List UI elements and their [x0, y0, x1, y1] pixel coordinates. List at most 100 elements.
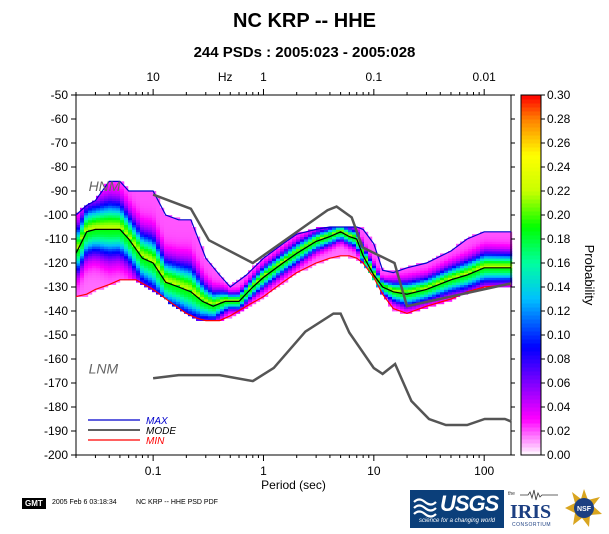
density-cell	[92, 224, 97, 228]
density-cell	[196, 267, 201, 271]
density-cell	[96, 267, 101, 271]
density-cell	[204, 296, 209, 300]
density-cell	[484, 263, 489, 266]
density-cell	[84, 287, 89, 290]
colorbar-tick-label: 0.02	[547, 424, 571, 438]
density-cell	[280, 282, 285, 285]
density-cell	[112, 243, 117, 247]
density-cell	[144, 277, 149, 281]
density-cell	[160, 215, 165, 218]
density-cell	[92, 260, 97, 264]
density-cell	[488, 260, 493, 264]
density-cell	[488, 272, 493, 276]
density-cell	[120, 217, 125, 221]
density-cell	[188, 255, 193, 259]
density-cell	[492, 231, 497, 235]
density-cell	[452, 255, 457, 259]
density-cell	[188, 241, 193, 245]
density-cell	[84, 229, 89, 233]
density-cell	[136, 212, 141, 216]
density-cell	[368, 239, 373, 242]
density-cell	[148, 270, 153, 273]
density-cell	[144, 234, 149, 237]
density-cell	[160, 265, 165, 269]
density-cell	[172, 263, 177, 266]
density-cell	[164, 253, 169, 257]
density-cell	[332, 231, 337, 235]
density-cell	[276, 267, 281, 271]
density-cell	[76, 246, 81, 249]
density-cell	[184, 306, 189, 309]
density-cell	[208, 263, 213, 266]
density-cell	[416, 306, 421, 309]
density-cell	[324, 234, 329, 237]
density-cell	[200, 315, 205, 319]
density-cell	[124, 272, 129, 276]
colorbar-cell	[521, 339, 541, 344]
density-cell	[484, 265, 489, 269]
density-cell	[96, 217, 101, 221]
density-cell	[192, 299, 197, 302]
colorbar-cell	[521, 239, 541, 244]
density-cell	[148, 241, 153, 245]
density-cell	[484, 248, 489, 252]
x-tick-label: 100	[474, 464, 494, 478]
density-cell	[436, 263, 441, 266]
density-cell	[108, 191, 113, 194]
density-cell	[212, 282, 217, 285]
density-cell	[392, 294, 397, 297]
density-cell	[508, 279, 513, 283]
density-cell	[120, 215, 125, 218]
density-cell	[436, 265, 441, 269]
density-cell	[248, 299, 253, 302]
density-cell	[484, 277, 489, 281]
density-cell	[80, 275, 85, 278]
density-cell	[112, 212, 117, 216]
density-cell	[80, 234, 85, 237]
density-cell	[392, 275, 397, 278]
density-cell	[340, 229, 345, 233]
density-cell	[116, 253, 121, 257]
density-cell	[492, 236, 497, 240]
density-cell	[400, 270, 405, 273]
density-cell	[284, 279, 289, 283]
density-cell	[260, 260, 265, 264]
density-cell	[144, 272, 149, 276]
density-cell	[140, 207, 145, 211]
density-cell	[84, 265, 89, 269]
density-cell	[492, 265, 497, 269]
density-cell	[336, 234, 341, 237]
density-cell	[152, 248, 157, 252]
density-cell	[180, 231, 185, 235]
density-cell	[124, 253, 129, 257]
density-cell	[476, 234, 481, 237]
density-cell	[140, 198, 145, 201]
density-cell	[460, 263, 465, 266]
density-cell	[316, 231, 321, 235]
density-cell	[116, 203, 121, 206]
density-cell	[428, 291, 433, 295]
density-cell	[156, 282, 161, 285]
colorbar-cell	[521, 187, 541, 192]
density-cell	[344, 236, 349, 240]
density-cell	[268, 263, 273, 266]
density-cell	[104, 198, 109, 201]
density-cell	[184, 243, 189, 247]
density-cell	[88, 279, 93, 283]
density-cell	[440, 265, 445, 269]
density-cell	[408, 282, 413, 285]
density-cell	[300, 263, 305, 266]
density-cell	[332, 243, 337, 247]
density-cell	[92, 212, 97, 216]
density-cell	[208, 296, 213, 300]
density-cell	[236, 287, 241, 290]
density-cell	[400, 306, 405, 309]
density-cell	[84, 284, 89, 288]
density-cell	[148, 246, 153, 249]
density-cell	[504, 246, 509, 249]
density-cell	[144, 193, 149, 197]
density-cell	[100, 224, 105, 228]
density-cell	[220, 284, 225, 288]
density-cell	[104, 227, 109, 230]
density-cell	[456, 291, 461, 295]
